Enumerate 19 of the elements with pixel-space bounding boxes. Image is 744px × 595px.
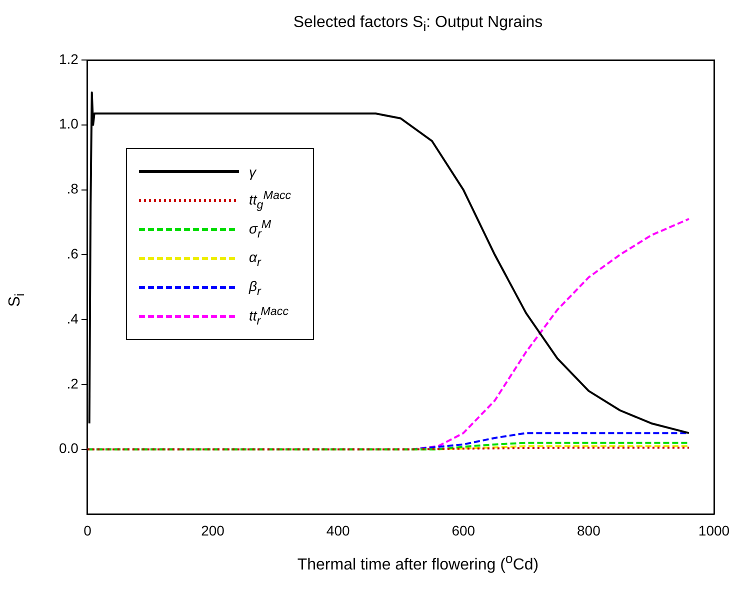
y-tick-label: .4 <box>66 310 79 326</box>
y-tick-label: 1.0 <box>58 116 79 132</box>
legend-label: γ <box>249 164 258 180</box>
y-tick-label: 0.0 <box>58 440 79 456</box>
chart-title: Selected factors S$_{i}$: Output Ngrains <box>292 14 544 34</box>
x-tick-label: 200 <box>201 522 225 538</box>
y-tick-label: .8 <box>66 180 79 197</box>
x-tick-label: 1000 <box>698 522 730 538</box>
legend-label: β$_{r}$ <box>249 278 262 298</box>
y-tick-label: .2 <box>66 375 79 392</box>
x-tick-label: 400 <box>326 522 350 538</box>
line-series <box>87 442 690 450</box>
x-tick-label: 0 <box>84 522 92 538</box>
x-axis-title: Thermal time after flowering ($^{o}$Cd) <box>296 551 540 574</box>
x-tick-label: 600 <box>452 522 476 538</box>
x-tick-label: 800 <box>577 522 601 538</box>
y-tick-label: .6 <box>66 246 79 262</box>
legend-label: α$_{r}$ <box>249 248 262 268</box>
y-tick-label: 1.2 <box>58 50 79 67</box>
